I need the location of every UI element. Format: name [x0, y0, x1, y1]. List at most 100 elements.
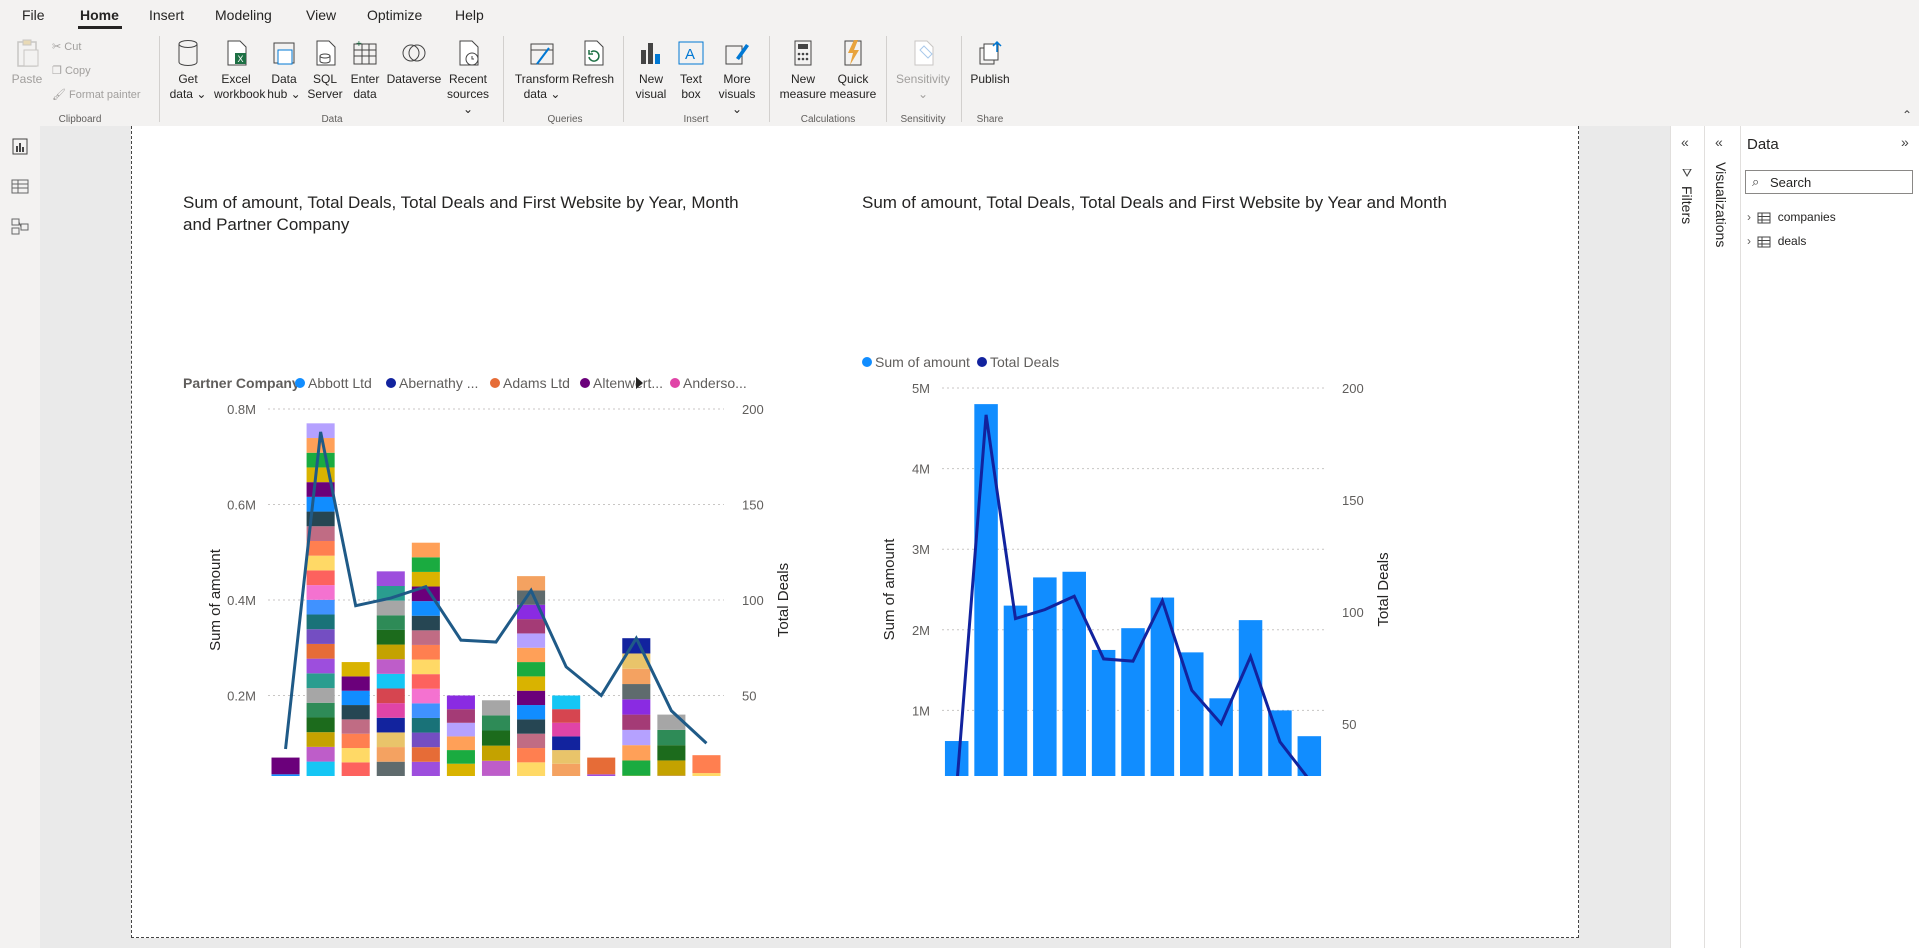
stacked-bar-segment: [306, 511, 335, 527]
format-painter-button[interactable]: 🖌 Format painter: [52, 89, 141, 101]
bar: [944, 741, 969, 776]
stacked-bar-segment: [552, 750, 581, 764]
menu-help[interactable]: Help: [455, 7, 484, 23]
data-search-input[interactable]: ⌕ Search: [1745, 170, 1913, 194]
stacked-bar-segment: [271, 757, 300, 775]
menu-optimize[interactable]: Optimize: [367, 7, 423, 23]
stacked-bar-segment: [552, 722, 581, 737]
menu-home[interactable]: Home: [80, 7, 119, 23]
table-view-icon[interactable]: [10, 176, 30, 196]
new-visual-button[interactable]: New visual: [632, 38, 670, 102]
enter-data-button[interactable]: + Enter data: [350, 39, 380, 101]
stacked-bar-segment: [376, 688, 405, 704]
y2-tick-label: 150: [742, 498, 764, 513]
stacked-bar-segment: [517, 633, 546, 648]
y-tick-label: 3M: [912, 542, 930, 557]
excel-workbook-button[interactable]: X Excel workbook: [214, 38, 265, 102]
model-view-icon[interactable]: [10, 216, 30, 236]
stacked-bar-segment: [481, 700, 511, 716]
y-axis-title: Sum of amount: [881, 538, 898, 641]
sensitivity-button[interactable]: Sensitivity ⌄: [892, 38, 954, 102]
stacked-bar-segment: [306, 702, 335, 718]
collapse-data-pane-icon[interactable]: »: [1901, 134, 1909, 150]
stacked-bar-segment: [446, 763, 475, 776]
bar: [1003, 605, 1028, 776]
stacked-bar-segment: [622, 745, 651, 761]
y2-tick-label: 100: [742, 593, 764, 608]
stacked-bar-segment: [446, 709, 475, 723]
stacked-bar-segment: [587, 774, 616, 776]
more-visuals-icon: [722, 38, 752, 68]
menu-modeling[interactable]: Modeling: [215, 7, 272, 23]
ribbon-separator: [159, 36, 160, 122]
table-item-companies[interactable]: › companies: [1747, 210, 1836, 224]
view-switcher: [0, 126, 41, 948]
dataverse-button[interactable]: Dataverse: [386, 38, 442, 87]
new-measure-button[interactable]: New measure: [778, 38, 828, 102]
menu-insert[interactable]: Insert: [149, 7, 185, 23]
copy-button[interactable]: ❐ Copy: [52, 65, 91, 77]
stacked-bar-segment: [657, 714, 686, 730]
stacked-bar-segment: [376, 629, 405, 645]
stacked-bar-segment: [657, 745, 686, 761]
data-hub-icon: [269, 38, 299, 68]
data-hub-button[interactable]: Data hub ⌄: [264, 38, 304, 102]
stacked-bar-segment: [657, 760, 686, 776]
stacked-combo-chart[interactable]: Partner Company Abbott Ltd Abernathy ... Ad…: [172, 236, 822, 776]
text-box-button[interactable]: A Text box: [672, 38, 710, 102]
recent-sources-button[interactable]: Recent sources ⌄: [444, 38, 492, 117]
stacked-bar-segment: [411, 703, 440, 718]
filters-label: Filters: [1679, 186, 1695, 225]
filters-pane[interactable]: « ⛛ Filters: [1670, 126, 1705, 948]
refresh-button[interactable]: Refresh: [570, 38, 616, 87]
transform-data-button[interactable]: Transform data ⌄: [514, 38, 570, 102]
stacked-bar-segment: [411, 659, 440, 675]
paste-button[interactable]: Paste: [10, 38, 44, 87]
stacked-bar-segment: [692, 773, 721, 776]
brush-icon: 🖌: [52, 89, 66, 101]
more-visuals-button[interactable]: More visuals ⌄: [712, 38, 762, 117]
stacked-bar-segment: [411, 688, 440, 704]
publish-button[interactable]: Publish: [968, 38, 1012, 87]
stacked-bar-segment: [306, 599, 335, 615]
visualizations-pane[interactable]: « Visualizations: [1704, 126, 1741, 948]
stacked-bar-segment: [341, 662, 370, 677]
legend-marker: [670, 378, 680, 388]
report-view-icon[interactable]: [10, 136, 30, 156]
stacked-bar-segment: [622, 699, 651, 715]
dataverse-icon: [399, 38, 429, 68]
stacked-bar-segment: [341, 690, 370, 706]
stacked-bar-segment: [306, 555, 335, 571]
expand-filters-icon[interactable]: «: [1681, 134, 1689, 150]
total-deals-line: [284, 431, 708, 750]
refresh-icon: [578, 38, 608, 68]
y2-tick-label: 200: [742, 402, 764, 417]
stacked-bar-segment: [376, 747, 405, 762]
collapse-ribbon-icon[interactable]: ⌃: [1902, 108, 1913, 122]
total-deals-line: [956, 414, 1309, 776]
chart1-title: Sum of amount, Total Deals, Total Deals …: [183, 193, 739, 234]
legend-item: Anderso...: [683, 375, 747, 391]
cut-button[interactable]: ✂ Cut: [52, 41, 82, 53]
menu-view[interactable]: View: [306, 7, 337, 23]
get-data-button[interactable]: Get data ⌄: [168, 38, 208, 102]
y-axis-title: Sum of amount: [207, 548, 224, 651]
bar-chart-icon: [636, 38, 666, 68]
group-label-share: Share: [976, 114, 1004, 125]
expand-visualizations-icon[interactable]: «: [1715, 134, 1723, 150]
sensitivity-label-icon: [908, 38, 938, 68]
stacked-bar-segment: [411, 674, 440, 689]
stacked-bar-segment: [376, 673, 405, 689]
stacked-bar-segment: [306, 673, 335, 689]
stacked-bar-segment: [411, 542, 440, 558]
sql-server-button[interactable]: SQL Server: [306, 38, 344, 102]
table-item-deals[interactable]: › deals: [1747, 234, 1807, 248]
y-tick-label: 5M: [912, 381, 930, 396]
menu-file[interactable]: File: [22, 7, 45, 23]
quick-measure-button[interactable]: Quick measure: [828, 38, 878, 102]
stacked-bar-segment: [692, 755, 721, 774]
stacked-bar-segment: [446, 722, 475, 737]
y2-tick-label: 150: [1342, 493, 1364, 508]
report-page: Sum of amount, Total Deals, Total Deals …: [131, 126, 1579, 938]
